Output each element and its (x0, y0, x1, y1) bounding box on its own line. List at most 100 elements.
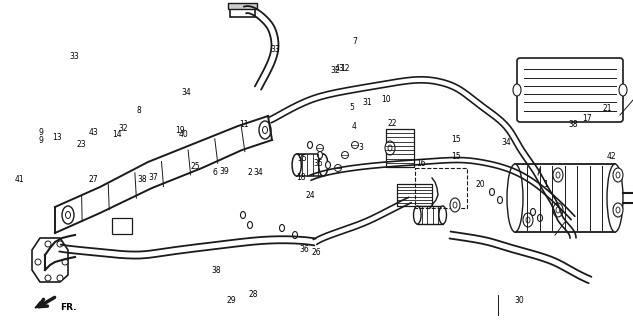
Text: 43: 43 (335, 64, 345, 73)
Text: 17: 17 (582, 114, 592, 123)
Text: 31: 31 (362, 98, 372, 107)
Text: 3: 3 (358, 143, 363, 152)
Text: 34: 34 (253, 168, 263, 177)
Text: 40: 40 (179, 130, 189, 139)
Text: 34: 34 (182, 88, 192, 97)
Bar (230, 5, 255, 17)
Text: 38: 38 (568, 120, 578, 129)
Circle shape (351, 141, 358, 148)
Bar (417, 206, 442, 224)
Bar (112, 218, 132, 234)
Circle shape (35, 259, 41, 265)
Text: 13: 13 (52, 133, 62, 142)
Bar (228, 3, 257, 9)
Text: 16: 16 (416, 159, 426, 168)
Text: 35: 35 (298, 154, 308, 163)
Bar (297, 154, 323, 176)
Ellipse shape (619, 84, 627, 96)
Circle shape (316, 145, 323, 151)
Text: 15: 15 (451, 152, 461, 161)
Ellipse shape (263, 126, 268, 133)
Ellipse shape (413, 206, 421, 224)
Ellipse shape (489, 188, 494, 196)
Ellipse shape (513, 84, 521, 96)
Text: 8: 8 (137, 106, 142, 115)
Ellipse shape (292, 154, 301, 176)
Text: 37: 37 (148, 173, 158, 182)
Ellipse shape (613, 203, 623, 217)
Ellipse shape (553, 203, 563, 217)
Ellipse shape (385, 141, 395, 155)
Text: 26: 26 (311, 248, 322, 257)
Text: 29: 29 (226, 296, 236, 305)
Text: 25: 25 (190, 162, 200, 171)
Polygon shape (35, 302, 46, 308)
Text: 6: 6 (213, 168, 218, 177)
Text: 4: 4 (352, 122, 357, 131)
Bar (398, 184, 432, 206)
Text: 33: 33 (70, 52, 80, 60)
Bar (415, 168, 467, 208)
Ellipse shape (616, 172, 620, 178)
Ellipse shape (498, 196, 503, 204)
Text: 28: 28 (248, 290, 258, 299)
Ellipse shape (318, 151, 322, 158)
Text: 33: 33 (270, 45, 280, 54)
Text: 22: 22 (387, 119, 398, 128)
Text: 19: 19 (175, 126, 185, 135)
Text: 14: 14 (112, 130, 122, 139)
Text: 2: 2 (248, 168, 253, 177)
Ellipse shape (523, 213, 533, 227)
Text: 1: 1 (543, 180, 548, 188)
Text: 41: 41 (14, 175, 24, 184)
Ellipse shape (325, 162, 330, 169)
Ellipse shape (308, 141, 313, 148)
Circle shape (57, 275, 63, 281)
Ellipse shape (556, 207, 560, 213)
Text: 27: 27 (89, 175, 99, 184)
Text: 23: 23 (76, 140, 86, 148)
Text: 24: 24 (305, 191, 315, 200)
Text: 43: 43 (89, 128, 99, 137)
Circle shape (57, 241, 63, 247)
Circle shape (45, 241, 51, 247)
Text: 35: 35 (313, 159, 323, 168)
Circle shape (62, 259, 68, 265)
Text: 5: 5 (349, 103, 354, 112)
Text: 12: 12 (340, 64, 350, 73)
Text: 38: 38 (137, 175, 147, 184)
Ellipse shape (556, 172, 560, 178)
Text: 36: 36 (299, 245, 309, 254)
Circle shape (334, 164, 341, 172)
Ellipse shape (388, 145, 392, 151)
Ellipse shape (530, 209, 536, 215)
Ellipse shape (450, 198, 460, 212)
Text: 42: 42 (606, 152, 617, 161)
Ellipse shape (318, 154, 328, 176)
Text: 15: 15 (451, 135, 461, 144)
Ellipse shape (613, 168, 623, 182)
Text: FR.: FR. (60, 303, 77, 313)
Circle shape (341, 151, 349, 158)
Ellipse shape (526, 217, 530, 223)
Ellipse shape (62, 206, 74, 224)
Ellipse shape (553, 168, 563, 182)
Text: 38: 38 (211, 266, 222, 275)
Ellipse shape (507, 164, 523, 232)
Ellipse shape (292, 231, 298, 238)
Polygon shape (32, 238, 68, 282)
Text: 32: 32 (118, 124, 128, 132)
Bar (386, 129, 414, 167)
Text: 39: 39 (220, 167, 230, 176)
Ellipse shape (259, 121, 271, 139)
Ellipse shape (280, 225, 284, 231)
Ellipse shape (241, 212, 246, 219)
Text: 9: 9 (39, 136, 44, 145)
Text: 20: 20 (475, 180, 485, 188)
Circle shape (45, 275, 51, 281)
Text: 21: 21 (603, 104, 613, 113)
FancyBboxPatch shape (517, 58, 623, 122)
Ellipse shape (607, 164, 623, 232)
Text: 32: 32 (330, 66, 341, 75)
Ellipse shape (65, 212, 70, 219)
